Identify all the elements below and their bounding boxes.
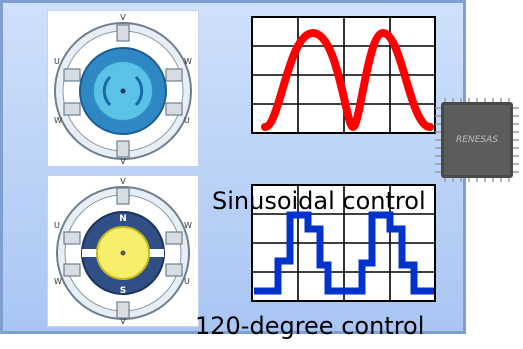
- motor-120deg-card: N S V W U V W U: [47, 175, 199, 327]
- phase-label: V: [120, 157, 126, 166]
- phase-label: W: [184, 57, 192, 66]
- caption-120-degree: 120-degree control: [195, 312, 425, 340]
- phase-label: U: [184, 277, 190, 286]
- motor-sinusoidal-card: V W U V W U: [47, 10, 199, 167]
- sine-wave-line: [261, 28, 434, 132]
- motor-sinusoidal-diagram: V W U V W U: [54, 13, 192, 166]
- sinusoidal-waveform-chart: [251, 16, 436, 134]
- phase-label: U: [184, 116, 190, 125]
- motor-120deg-diagram: N S V W U V W U: [54, 177, 192, 326]
- phase-label: W: [54, 116, 62, 125]
- phase-label: V: [120, 13, 126, 22]
- pole-label-s: S: [120, 286, 126, 296]
- phase-label: W: [54, 277, 62, 286]
- trapezoidal-waveform-chart: [251, 184, 436, 302]
- phase-label: V: [120, 177, 126, 186]
- phase-label: W: [184, 221, 192, 230]
- phase-label: U: [54, 221, 60, 230]
- phase-label: V: [120, 317, 126, 326]
- chip-brand-text: RENESAS: [456, 135, 498, 145]
- square-wave-line: [254, 211, 434, 295]
- phase-label: U: [54, 57, 60, 66]
- caption-sinusoidal: Sinusoidal control: [212, 187, 426, 215]
- renesas-chip-image: RENESAS: [435, 98, 519, 182]
- pole-label-n: N: [119, 214, 127, 224]
